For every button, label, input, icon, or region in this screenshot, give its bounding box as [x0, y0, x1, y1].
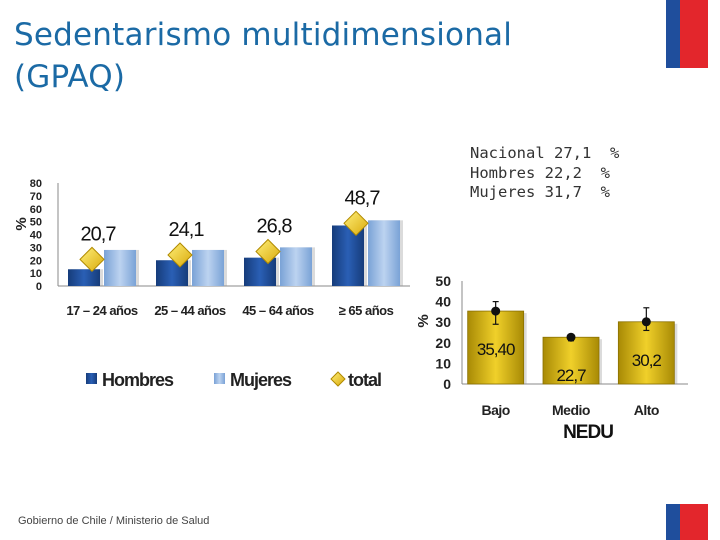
- bar-mujeres: [368, 220, 400, 286]
- chile-flag-top: [666, 0, 708, 68]
- x-tick-label: 17 – 24 años: [66, 303, 138, 318]
- data-label-total: 24,1: [169, 219, 205, 241]
- y-tick-label: 20: [30, 255, 42, 267]
- data-label-total: 20,7: [81, 223, 117, 245]
- data-label: 30,2: [632, 351, 662, 370]
- legend-swatch: [86, 373, 97, 384]
- legend-swatch: [330, 371, 346, 387]
- point-estimate: [566, 332, 576, 342]
- x-tick-label: 45 – 64 años: [242, 303, 314, 318]
- marker-total: [79, 246, 105, 273]
- summary-hombres: Hombres 22,2 %: [470, 163, 610, 182]
- data-label: 35,40: [477, 340, 515, 359]
- y-tick-label: 40: [30, 230, 42, 242]
- flag-red-stripe: [680, 0, 708, 68]
- bar-mujeres: [280, 247, 312, 286]
- slide-title: Sedentarismo multidimensional (GPAQ): [14, 14, 512, 98]
- data-label-total: 26,8: [257, 215, 293, 237]
- bar-hombres: [332, 225, 364, 286]
- marker-total: [255, 238, 281, 265]
- flag-blue-stripe: [666, 0, 680, 68]
- y-tick-label: 80: [30, 178, 42, 190]
- y-tick-label: 40: [435, 294, 451, 310]
- summary-nacional: Nacional 27,1 %: [470, 144, 620, 162]
- flag-red-stripe: [680, 504, 708, 540]
- footer-credit: Gobierno de Chile / Ministerio de Salud: [18, 515, 210, 527]
- y-tick-label: 30: [30, 242, 42, 254]
- y-tick-label: 50: [435, 273, 451, 289]
- legend-label: total: [348, 370, 381, 390]
- legend-label: Hombres: [102, 370, 174, 390]
- point-estimate: [491, 306, 501, 316]
- y-tick-label: 70: [30, 191, 42, 203]
- point-estimate: [641, 317, 651, 327]
- y-tick-label: 0: [443, 376, 451, 392]
- y-tick-label: 10: [30, 268, 42, 280]
- y-tick-label: 30: [435, 314, 451, 330]
- y-tick-label: 10: [435, 355, 451, 371]
- bar-mujeres: [104, 249, 136, 286]
- x-tick-label: 25 – 44 años: [154, 303, 226, 318]
- y-tick-label: 50: [30, 217, 42, 229]
- marker-total: [167, 242, 193, 268]
- bar-nedu: [542, 336, 600, 385]
- y-axis-label: %: [415, 314, 432, 327]
- slide-title-line1: Sedentarismo multidimensional: [14, 17, 513, 53]
- bar-hombres: [68, 269, 100, 286]
- y-axis-label: %: [13, 217, 30, 230]
- marker-total: [343, 210, 369, 237]
- y-tick-label: 20: [435, 335, 451, 351]
- flag-blue-stripe: [666, 504, 680, 540]
- bar-nedu: [617, 321, 675, 385]
- y-tick-label: 60: [30, 204, 42, 216]
- x-axis-label: NEDU: [563, 422, 613, 443]
- x-tick-label: Alto: [634, 402, 659, 418]
- national-summary: Nacional 27,1 % Hombres 22,2 % Mujeres 3…: [470, 144, 619, 203]
- y-tick-label: 0: [36, 281, 42, 293]
- slide-title-line2: (GPAQ): [14, 59, 126, 95]
- x-tick-label: Bajo: [481, 402, 509, 418]
- nedu-chart: 0 10 20 30 40 50% 35,40 Bajo 22,7 Medio 30,2 Alto NE…: [415, 273, 688, 443]
- data-label: 22,7: [556, 366, 586, 385]
- bar-hombres: [244, 257, 276, 286]
- legend-label: Mujeres: [230, 370, 292, 390]
- bar-mujeres: [192, 249, 224, 286]
- summary-mujeres: Mujeres 31,7 %: [470, 183, 610, 201]
- chile-flag-bottom: [666, 504, 708, 540]
- data-label-total: 48,7: [345, 187, 381, 209]
- x-tick-label: Medio: [552, 402, 590, 418]
- x-tick-label: ≥ 65 años: [339, 303, 394, 318]
- legend-swatch: [214, 373, 225, 384]
